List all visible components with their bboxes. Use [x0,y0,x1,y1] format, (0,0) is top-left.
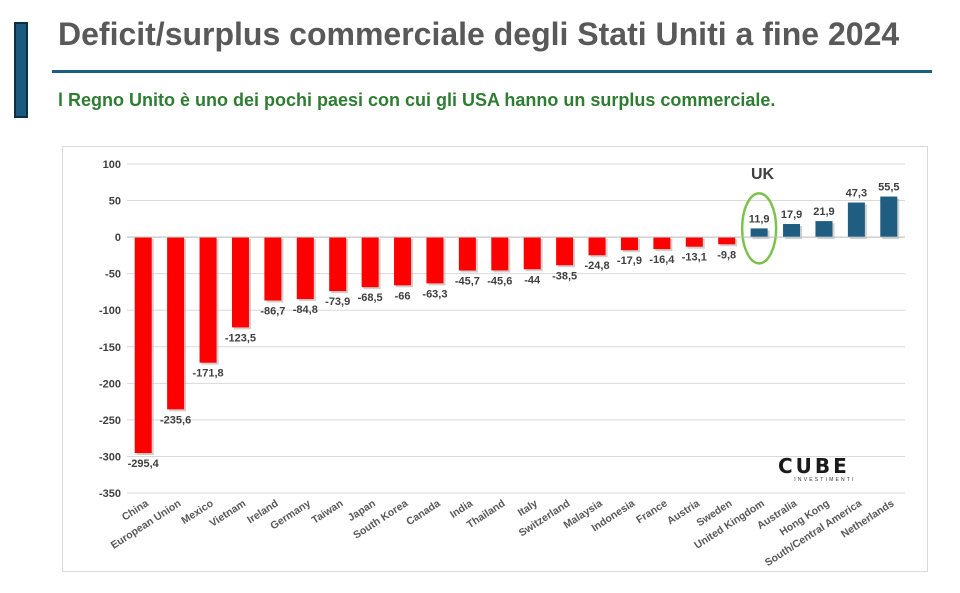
data-label: 55,5 [878,182,899,194]
y-tick-label: -50 [105,269,121,281]
data-label: -63,3 [422,288,447,300]
bar [653,237,671,250]
bar [880,196,898,238]
data-label: -13,1 [682,252,707,264]
bar [361,237,379,288]
bar [167,237,185,410]
data-label: -45,6 [487,275,512,287]
data-label: -68,5 [358,292,383,304]
x-tick-label: Vietnam [207,497,248,529]
y-tick-label: 50 [109,196,121,208]
data-label: -73,9 [325,296,350,308]
accent-bar [14,22,28,118]
title-divider [52,70,932,73]
bar [588,237,606,256]
chart-panel: 100 50 0 -50 -100 -150 -200 -250 -300 -350 -295,4 C… [62,146,928,572]
bar [199,237,217,363]
page-subtitle: l Regno Unito è uno dei pochi paesi con … [58,90,776,110]
bar [134,237,152,454]
bar [491,237,509,271]
bar [394,237,412,286]
data-label: -16,4 [649,254,675,266]
data-label: 17,9 [781,209,802,221]
data-label: -9,8 [717,249,736,261]
y-tick-label: 0 [115,232,121,244]
bar [815,221,833,238]
y-tick-label: -300 [99,451,121,463]
data-label: 21,9 [813,206,834,218]
bar [458,237,476,271]
y-tick-label: -100 [99,305,121,317]
bar [556,237,574,266]
data-label: -295,4 [128,458,160,470]
y-tick-label: -250 [99,415,121,427]
data-label: -38,5 [552,270,577,282]
bar [620,237,638,251]
data-label: -66 [395,290,411,302]
bar [685,237,703,247]
uk-highlight-ellipse [740,192,778,265]
bar [231,237,249,328]
data-label: -171,8 [192,368,223,380]
bar [718,237,736,245]
data-label: -45,7 [455,276,480,288]
data-label: 11,9 [749,213,770,225]
trade-balance-chart: 100 50 0 -50 -100 -150 -200 -250 -300 -350 -295,4 C… [99,159,905,569]
y-tick-label: -350 [99,488,121,500]
x-tick-label: France [634,497,670,526]
x-tick-label: Canada [404,497,442,528]
page-title: Deficit/surplus commerciale degli Stati … [58,16,900,52]
data-label: -86,7 [260,305,285,317]
data-label: -17,9 [617,255,642,267]
bar [296,237,314,300]
bar [426,237,444,284]
bar [783,224,801,238]
bar [847,202,865,238]
bar [264,237,282,301]
bar [329,237,347,292]
bar [750,228,768,238]
y-tick-label: 100 [103,159,121,171]
data-label: -235,6 [160,414,191,426]
cube-logo: CUBE INVESTIMENTI [778,454,872,483]
data-label: 47,3 [846,188,867,200]
uk-annotation-label: UK [751,166,775,183]
y-tick-label: -200 [99,378,121,390]
bar [523,237,541,270]
logo-text: CUBE [778,454,850,478]
y-tick-label: -150 [99,342,121,354]
data-label: -84,8 [293,304,318,316]
data-label: -44 [524,274,541,286]
logo-subtext: INVESTIMENTI [794,477,856,483]
x-tick-label: Taiwan [310,497,346,526]
data-label: -24,8 [585,260,610,272]
data-label: -123,5 [225,332,256,344]
